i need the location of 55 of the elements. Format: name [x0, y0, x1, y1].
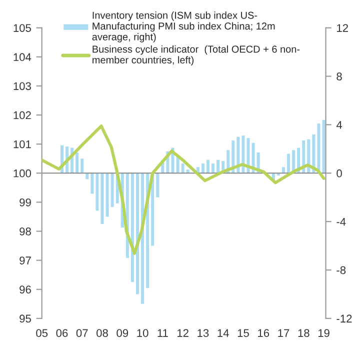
legend-label: Inventory tension (ISM sub index US- Manufacturing PMI sub index China; 12m average, right) [92, 12, 275, 42]
x-tick-label: 06 [56, 329, 68, 337]
y-tick-label: 105 [14, 24, 31, 32]
bar [206, 160, 210, 174]
y-tick-label: 102 [14, 111, 31, 120]
line-series [42, 124, 326, 255]
bar [136, 173, 140, 294]
bar [96, 173, 99, 211]
bar [156, 173, 160, 198]
bar [80, 158, 84, 174]
bar [130, 173, 134, 282]
y-tick-label: 95 [20, 314, 31, 323]
y-tick-label: 97 [20, 256, 31, 264]
y-tick-label: 99 [20, 198, 31, 206]
x-tick-label: 16 [258, 329, 270, 337]
legend-label: Business cycle indicator (Total OECD + 6 non- member countries, left) [92, 45, 300, 66]
x-tick-label: 19 [318, 329, 330, 337]
bar [212, 163, 215, 174]
bar [181, 163, 184, 174]
y2-tick-label: 8 [336, 72, 342, 80]
bar [282, 167, 286, 174]
x-tick-label: 13 [198, 329, 209, 337]
x-tick-label: 07 [76, 329, 88, 337]
bar [76, 152, 79, 174]
y2-tick-label: -4 [336, 218, 346, 226]
bar [90, 173, 94, 194]
x-tick-label: 11 [158, 329, 168, 337]
x-tick-label: 15 [238, 329, 249, 337]
y-tick-label: 103 [14, 82, 31, 90]
x-tick-label: 09 [116, 329, 128, 337]
bar [106, 173, 109, 217]
y-tick-label: 101 [14, 140, 31, 148]
y2-tick-label: -8 [336, 266, 346, 274]
y2-tick-label: 12 [337, 24, 348, 32]
x-tick-label: 12 [177, 329, 188, 337]
x-tick-label: 14 [218, 329, 229, 337]
y2-tick-label: -12 [336, 314, 352, 322]
y-tick-label: 104 [14, 53, 32, 62]
y-tick-label: 96 [20, 286, 31, 294]
y2-tick-label: 0 [336, 169, 342, 178]
bar [216, 160, 220, 174]
x-tick-label: 17 [278, 329, 290, 337]
bar [287, 154, 290, 174]
y-tick-label: 98 [20, 228, 31, 236]
y2-tick-label: 4 [336, 121, 342, 129]
x-tick-label: 08 [96, 329, 108, 337]
bar [100, 173, 104, 224]
bar [201, 163, 204, 174]
bar [110, 173, 114, 208]
bar [317, 123, 320, 174]
bar [86, 173, 89, 180]
x-tick-label: 18 [298, 329, 310, 337]
x-tick-label: 05 [36, 329, 48, 337]
y-tick-label: 100 [14, 169, 32, 178]
x-tick-label: 10 [137, 329, 148, 337]
